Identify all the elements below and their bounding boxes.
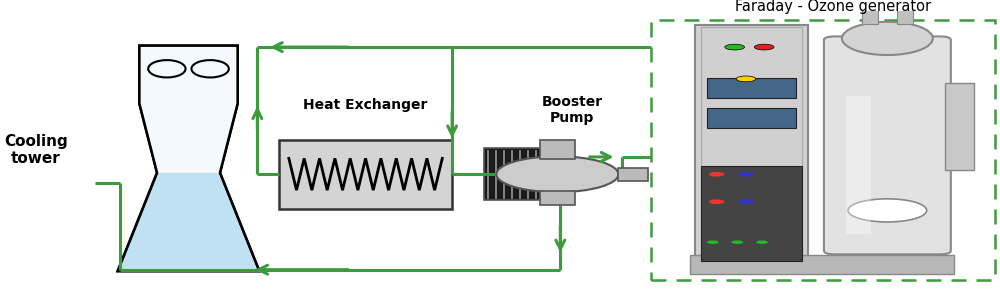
Circle shape	[754, 44, 774, 50]
Bar	[707, 78, 796, 98]
Polygon shape	[118, 46, 259, 271]
Bar	[540, 140, 575, 159]
Text: Booster
Pump: Booster Pump	[542, 95, 603, 125]
Bar	[279, 140, 452, 209]
Circle shape	[848, 199, 927, 222]
Circle shape	[496, 156, 618, 192]
Ellipse shape	[842, 22, 933, 55]
Circle shape	[738, 172, 754, 177]
Ellipse shape	[540, 151, 555, 198]
Text: Cooling
tower: Cooling tower	[4, 134, 68, 166]
Circle shape	[725, 44, 745, 50]
Polygon shape	[118, 173, 259, 271]
Circle shape	[709, 172, 725, 177]
Bar	[846, 96, 871, 233]
Text: Faraday - Ozone generator: Faraday - Ozone generator	[735, 0, 931, 14]
Circle shape	[738, 200, 754, 204]
Circle shape	[709, 200, 725, 204]
Bar	[651, 20, 995, 280]
Text: Heat Exchanger: Heat Exchanger	[303, 98, 428, 112]
Circle shape	[731, 241, 743, 244]
Bar	[690, 255, 954, 274]
Bar	[701, 27, 802, 261]
FancyBboxPatch shape	[824, 36, 951, 254]
Circle shape	[707, 241, 719, 244]
Bar	[484, 148, 548, 200]
Bar	[945, 83, 974, 170]
Bar	[707, 108, 796, 128]
Polygon shape	[139, 46, 238, 173]
Bar	[862, 1, 878, 24]
Bar	[695, 26, 808, 262]
Bar	[701, 166, 802, 261]
Bar	[618, 168, 648, 181]
Bar	[540, 191, 575, 205]
Circle shape	[756, 241, 768, 244]
Circle shape	[736, 76, 756, 82]
Bar	[897, 1, 913, 24]
